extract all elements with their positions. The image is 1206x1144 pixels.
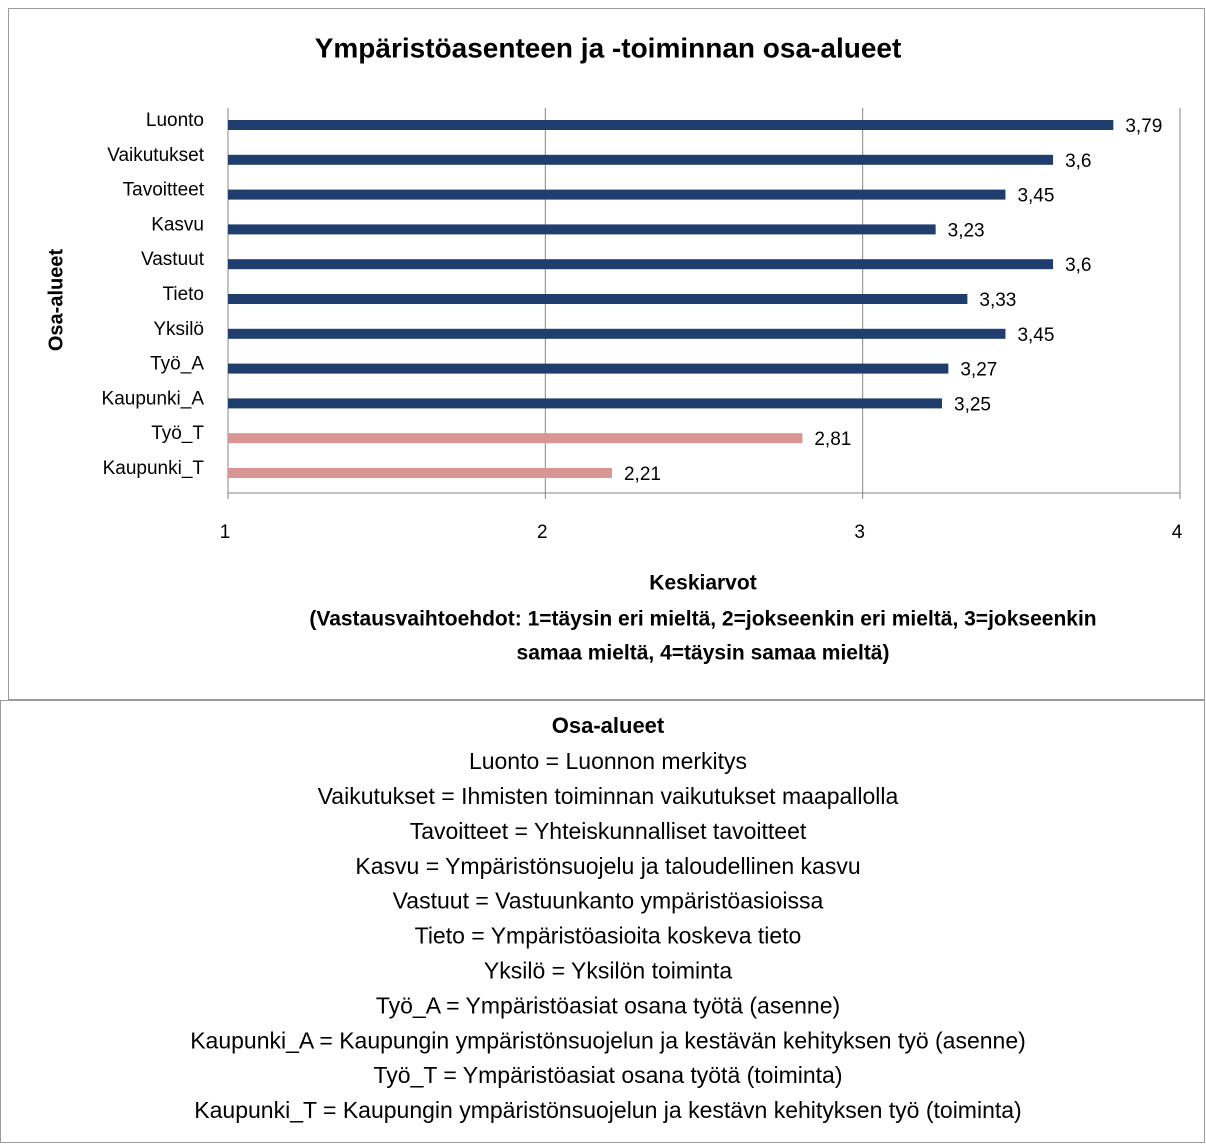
value-label: 3,45 bbox=[1017, 186, 1054, 207]
bar bbox=[228, 363, 949, 374]
chart-frame bbox=[8, 8, 1205, 700]
value-label: 3,6 bbox=[1065, 151, 1091, 172]
y-tick-label: Yksilö bbox=[153, 319, 204, 340]
bar bbox=[228, 468, 612, 478]
value-label: 3,23 bbox=[948, 220, 985, 241]
value-label: 2,21 bbox=[624, 464, 661, 485]
y-tick-label: Vaikutukset bbox=[107, 145, 205, 166]
x-tick-label: 4 bbox=[1172, 522, 1183, 543]
y-tick-label: Työ_T bbox=[151, 423, 204, 444]
bar bbox=[228, 189, 1006, 200]
definition: Luonto = Luonnon merkitys bbox=[469, 748, 747, 774]
definition: Kaupunki_A = Kaupungin ympäristönsuojelu… bbox=[190, 1027, 1026, 1053]
x-tick-label: 2 bbox=[537, 522, 548, 543]
definition: Yksilö = Yksilön toiminta bbox=[484, 957, 732, 983]
value-label: 3,25 bbox=[954, 394, 991, 415]
bar bbox=[228, 328, 1006, 339]
bar bbox=[228, 154, 1054, 165]
value-label: 3,45 bbox=[1017, 325, 1054, 346]
y-axis-label: Osa-alueet bbox=[45, 249, 67, 352]
x-axis-sublabel: (Vastausvaihtoehdot: 1=täysin eri mieltä… bbox=[309, 608, 1096, 631]
definitions-frame bbox=[0, 700, 1205, 1143]
y-tick-label: Tavoitteet bbox=[123, 180, 205, 201]
bar bbox=[228, 294, 968, 304]
definition: Tavoitteet = Yhteiskunnalliset tavoittee… bbox=[410, 818, 807, 844]
x-axis-sublabel: samaa mieltä, 4=täysin samaa mieltä) bbox=[517, 642, 890, 665]
bar bbox=[228, 120, 1114, 130]
definition: Vaikutukset = Ihmisten toiminnan vaikutu… bbox=[318, 783, 899, 809]
bar bbox=[228, 224, 936, 235]
definition: Kasvu = Ympäristönsuojelu ja taloudellin… bbox=[355, 853, 860, 879]
y-tick-label: Kaupunki_T bbox=[103, 458, 205, 479]
value-label: 2,81 bbox=[814, 429, 851, 450]
value-label: 3,33 bbox=[979, 290, 1016, 311]
y-tick-label: Tieto bbox=[162, 284, 204, 305]
value-label: 3,27 bbox=[960, 360, 997, 381]
definition: Tieto = Ympäristöasioita koskeva tieto bbox=[415, 923, 802, 949]
y-tick-label: Luonto bbox=[146, 110, 204, 131]
y-tick-label: Työ_A bbox=[150, 354, 204, 375]
definition: Vastuut = Vastuunkanto ympäristöasioissa bbox=[393, 888, 824, 914]
x-tick-label: 3 bbox=[854, 522, 865, 543]
x-axis-label: Keskiarvot bbox=[649, 572, 756, 595]
x-tick-label: 1 bbox=[220, 522, 231, 543]
y-tick-label: Vastuut bbox=[141, 249, 205, 270]
definition: Työ_A = Ympäristöasiat osana työtä (asen… bbox=[376, 992, 840, 1018]
definition: Työ_T = Ympäristöasiat osana työtä (toim… bbox=[374, 1062, 843, 1088]
value-label: 3,79 bbox=[1125, 116, 1162, 137]
y-tick-label: Kaupunki_A bbox=[102, 388, 205, 409]
chart-title: Ympäristöasenteen ja -toiminnan osa-alue… bbox=[315, 32, 902, 63]
bar bbox=[228, 433, 803, 444]
definitions-title: Osa-alueet bbox=[552, 713, 665, 738]
bar bbox=[228, 259, 1054, 270]
value-label: 3,6 bbox=[1065, 255, 1091, 276]
bar bbox=[228, 398, 942, 409]
y-tick-label: Kasvu bbox=[151, 214, 204, 235]
definition: Kaupunki_T = Kaupungin ympäristönsuojelu… bbox=[194, 1097, 1021, 1123]
